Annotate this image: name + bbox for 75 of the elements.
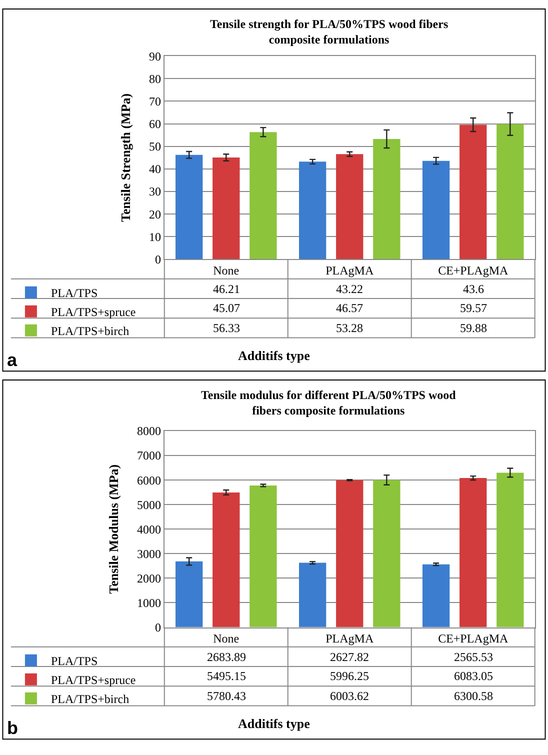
- bar: [299, 162, 326, 260]
- y-tick-label: 0: [155, 252, 161, 266]
- y-tick-label: 7000: [137, 448, 161, 463]
- legend-label: PLA/TPS+birch: [50, 692, 130, 706]
- y-tick-label: 80: [149, 72, 161, 86]
- data-label: 43.6: [463, 282, 484, 296]
- y-axis-title: Tensile Strength (MPa): [118, 93, 133, 222]
- y-tick-label: 1000: [137, 596, 161, 610]
- text: a: [7, 350, 18, 370]
- bar: [336, 154, 364, 260]
- chart-title: Tensile modulus for different PLA/50%TPS wood fibers composite formulations: [201, 388, 456, 418]
- text: b: [7, 718, 18, 738]
- data-label: 59.88: [460, 321, 487, 335]
- y-tick-label: 50: [149, 140, 161, 154]
- x-axis-title: Additifs type: [238, 716, 310, 731]
- bar: [212, 157, 240, 260]
- y-tick-label: 70: [149, 94, 161, 108]
- x-tick-label: None: [213, 632, 240, 646]
- data-label: 2627.82: [330, 650, 369, 664]
- y-tick-label: 40: [149, 162, 161, 176]
- x-tick-label: PLAgMA: [326, 264, 374, 278]
- bar: [250, 485, 277, 628]
- y-tick-label: 0: [155, 620, 161, 634]
- data-label: 59.57: [460, 301, 487, 315]
- data-label: 46.21: [213, 282, 240, 296]
- y-axis-title: Tensile Modulus (MPa): [106, 464, 121, 594]
- bar: [373, 138, 400, 260]
- x-tick-label: CE+PLAgMA: [438, 264, 508, 278]
- data-label: 5996.25: [330, 669, 369, 683]
- data-label: 56.33: [213, 321, 240, 335]
- y-tick-label: 30: [149, 184, 161, 199]
- bar: [336, 480, 364, 628]
- bar: [460, 478, 487, 628]
- bar: [373, 480, 400, 628]
- y-tick-label: 90: [149, 49, 161, 64]
- y-tick-label: 8000: [137, 424, 161, 438]
- data-label: 6300.58: [454, 689, 493, 703]
- bar: [176, 154, 203, 260]
- legend-label: PLA/TPS+spruce: [50, 673, 136, 688]
- data-label: 46.57: [336, 301, 363, 315]
- legend-label: PLA/TPS+spruce: [50, 305, 136, 320]
- x-tick-label: CE+PLAgMA: [438, 632, 508, 646]
- legend-label: PLA/TPS+birch: [50, 324, 130, 338]
- y-tick-label: 20: [149, 207, 161, 222]
- data-label: 53.28: [336, 321, 363, 335]
- x-tick-label: PLAgMA: [326, 632, 374, 646]
- bar: [212, 492, 240, 628]
- bar: [250, 132, 277, 260]
- data-label: 45.07: [213, 301, 240, 315]
- x-axis-title: Additifs type: [238, 348, 310, 363]
- y-tick-label: 6000: [137, 473, 161, 488]
- bar: [422, 160, 450, 260]
- bar: [422, 564, 450, 628]
- y-tick-label: 5000: [137, 498, 161, 512]
- bar: [460, 124, 487, 260]
- data-label: 43.22: [336, 282, 363, 296]
- data-label: 6003.62: [330, 689, 369, 703]
- x-tick-label: None: [213, 264, 240, 278]
- legend-label: PLA/TPS: [50, 654, 98, 668]
- y-tick-label: 10: [149, 230, 161, 244]
- y-tick-label: 3000: [137, 546, 161, 561]
- y-tick-label: 4000: [137, 522, 161, 536]
- data-label: 5780.43: [207, 689, 246, 703]
- legend-label: PLA/TPS: [50, 286, 98, 300]
- y-tick-label: 60: [149, 116, 161, 131]
- bar: [176, 561, 203, 628]
- bar: [496, 124, 524, 260]
- data-label: 5495.15: [207, 669, 246, 683]
- bar: [496, 472, 524, 628]
- data-label: 2683.89: [207, 650, 246, 664]
- bar: [299, 562, 326, 628]
- data-label: 6083.05: [454, 669, 493, 683]
- y-tick-label: 2000: [137, 571, 161, 586]
- chart-title: Tensile strength for PLA/50%TPS wood fibers composite formulations: [210, 17, 448, 47]
- data-label: 2565.53: [454, 650, 493, 664]
